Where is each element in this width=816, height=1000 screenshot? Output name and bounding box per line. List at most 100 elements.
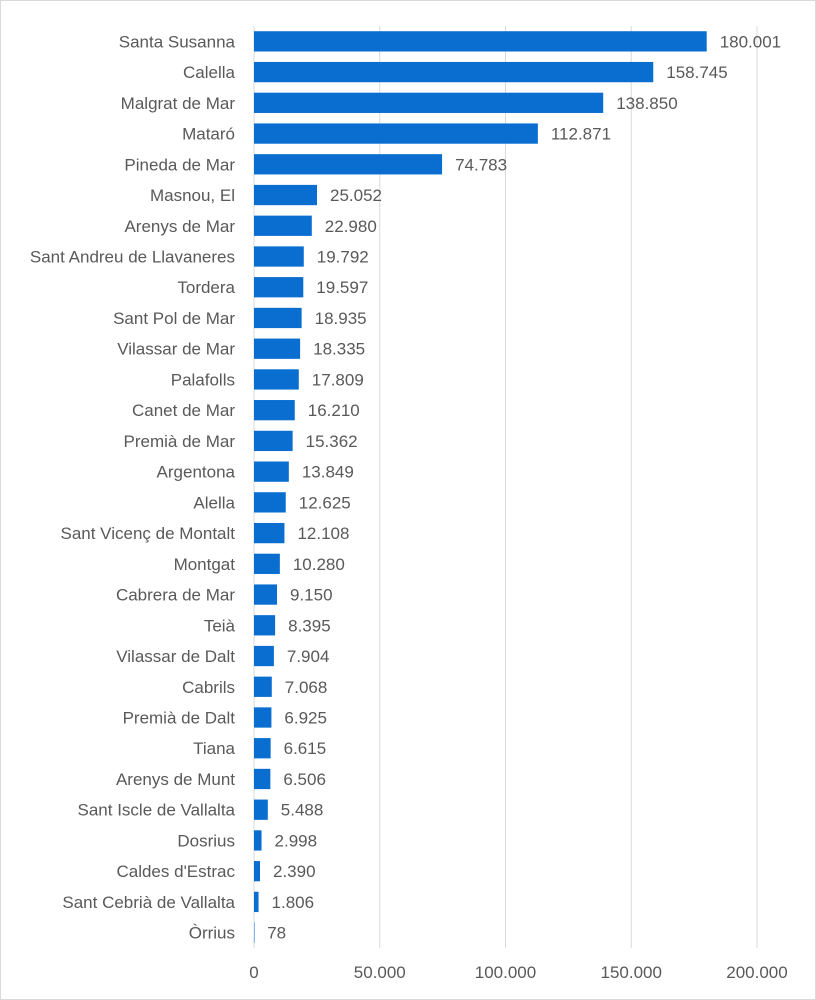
bar [254,461,289,482]
category-label: Masnou, El [150,186,235,205]
value-label: 2.998 [275,831,318,850]
bar [254,707,272,728]
x-tick-label: 100.000 [475,963,536,982]
category-label: Palafolls [171,370,235,389]
category-label: Sant Cebrià de Vallalta [62,893,235,912]
value-label: 12.625 [299,493,351,512]
value-label: 74.783 [455,155,507,174]
value-label: 10.280 [293,555,345,574]
category-label: Arenys de Munt [116,770,235,789]
category-labels: Santa Susanna Calella Malgrat de Mar Mataró… [30,32,236,942]
value-label: 6.925 [284,709,327,728]
bar [254,645,274,667]
value-label: 138.850 [616,94,677,113]
bar [254,400,295,421]
category-label: Òrrius [189,924,235,943]
bar [254,369,299,390]
value-labels: 180.001 158.745 138.850 112.871 74.783 25.052… [267,32,781,942]
category-label: Montgat [174,555,236,574]
bar [254,553,280,574]
category-label: Cabrera de Mar [116,586,235,605]
category-label: Sant Pol de Mar [113,309,235,328]
category-label: Premià de Dalt [123,709,236,728]
value-label: 19.597 [316,278,368,297]
value-label: 8.395 [288,616,331,635]
bar [254,92,604,113]
value-label: 18.935 [315,309,367,328]
value-label: 18.335 [313,340,365,359]
bar [254,676,272,697]
bar [254,307,302,329]
category-label: Premià de Mar [124,432,236,451]
bar [254,184,318,206]
category-label: Argentona [157,463,236,482]
value-label: 7.904 [287,647,330,666]
bar [254,615,276,636]
value-label: 158.745 [666,63,727,82]
bar [254,154,443,175]
value-label: 16.210 [308,401,360,420]
bar [254,830,262,851]
bar [254,430,293,452]
bar [254,61,654,83]
category-label: Malgrat de Mar [121,94,236,113]
value-label: 112.871 [551,125,611,144]
value-label: 12.108 [297,524,349,543]
value-label: 13.849 [302,463,354,482]
category-label: Cabrils [182,678,235,697]
bar [254,522,285,544]
bar [254,768,271,790]
category-label: Sant Iscle de Vallalta [78,801,236,820]
value-label: 7.068 [285,678,328,697]
category-label: Vilassar de Dalt [116,647,235,666]
value-label: 9.150 [290,586,333,605]
value-label: 78 [267,924,286,943]
value-label: 2.390 [273,862,316,881]
category-label: Santa Susanna [119,32,236,51]
category-label: Pineda de Mar [124,155,235,174]
value-label: 6.615 [284,739,327,758]
value-label: 25.052 [330,186,382,205]
bar [254,922,255,943]
category-label: Sant Andreu de Llavaneres [30,248,235,267]
value-label: 5.488 [281,801,324,820]
value-label: 6.506 [283,770,326,789]
category-label: Teià [204,616,236,635]
category-label: Calella [183,63,236,82]
bar [254,246,304,267]
category-label: Sant Vicenç de Montalt [60,524,235,543]
bar [254,338,301,359]
bar [254,738,271,759]
category-label: Alella [193,493,235,512]
value-label: 19.792 [317,248,369,267]
category-label: Arenys de Mar [124,217,235,236]
category-label: Tiana [193,739,235,758]
bar [254,123,538,144]
bar [254,31,707,52]
x-tick-label: 50.000 [354,963,406,982]
value-label: 15.362 [306,432,358,451]
x-tick-label: 200.000 [726,963,787,982]
x-axis-ticks: 0 50.000 100.000 150.000 200.000 [249,963,787,982]
category-label: Tordera [177,278,235,297]
value-label: 1.806 [272,893,315,912]
value-label: 180.001 [720,32,781,51]
bar [254,861,261,882]
bar [254,215,312,236]
category-label: Dosrius [177,831,235,850]
value-label: 17.809 [312,370,364,389]
bar [254,492,286,513]
category-label: Canet de Mar [132,401,235,420]
bar [254,891,259,913]
category-label: Caldes d'Estrac [116,862,235,881]
bar [254,799,268,820]
x-tick-label: 150.000 [601,963,662,982]
bar [254,277,304,298]
bar [254,584,278,605]
category-label: Vilassar de Mar [117,340,235,359]
bars [254,31,707,943]
category-label: Mataró [182,125,235,144]
x-tick-label: 0 [249,963,258,982]
value-label: 22.980 [325,217,377,236]
